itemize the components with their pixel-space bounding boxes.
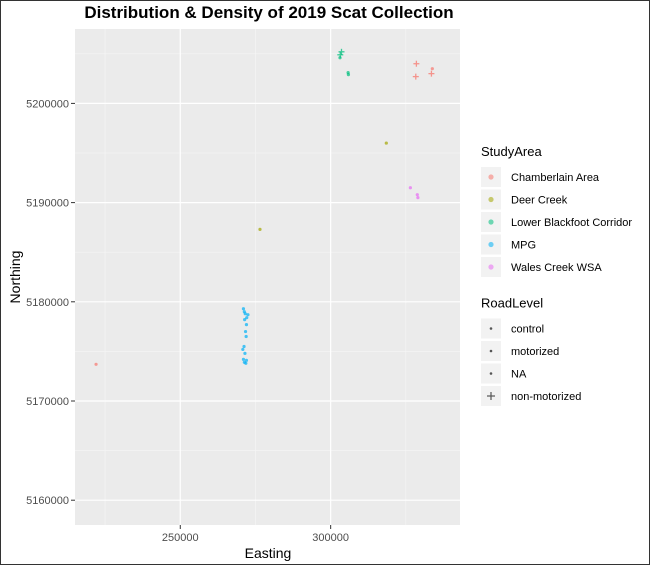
legend-label: Deer Creek bbox=[511, 195, 568, 207]
legend-swatch bbox=[488, 264, 494, 270]
legend-dot bbox=[489, 372, 493, 375]
chart-title: Distribution & Density of 2019 Scat Coll… bbox=[84, 3, 453, 22]
legend-label: Wales Creek WSA bbox=[511, 262, 602, 274]
data-point bbox=[246, 313, 250, 317]
legend-label: NA bbox=[511, 369, 527, 381]
data-point bbox=[241, 347, 245, 352]
legend-title: StudyArea bbox=[481, 144, 542, 159]
data-point bbox=[244, 358, 249, 362]
data-point bbox=[416, 196, 420, 200]
legend-label: control bbox=[511, 324, 544, 336]
legend-label: non-motorized bbox=[511, 391, 581, 403]
data-point bbox=[338, 56, 342, 60]
data-point bbox=[241, 357, 246, 361]
data-point bbox=[244, 323, 249, 327]
y-tick-label: 5160000 bbox=[26, 495, 69, 507]
data-point-plus bbox=[428, 70, 435, 77]
data-point-plus bbox=[412, 73, 419, 80]
legend-dot bbox=[489, 349, 493, 353]
data-point bbox=[346, 73, 351, 77]
legend-title: RoadLevel bbox=[481, 296, 543, 311]
data-point bbox=[243, 312, 247, 316]
x-tick-label: 300000 bbox=[312, 532, 349, 544]
data-point bbox=[94, 362, 98, 366]
data-point bbox=[241, 307, 246, 311]
data-point bbox=[258, 227, 262, 231]
legend-label: Chamberlain Area bbox=[511, 172, 600, 184]
data-point bbox=[243, 329, 248, 334]
data-point bbox=[243, 351, 247, 355]
legend-swatch bbox=[488, 196, 494, 203]
x-tick-label: 250000 bbox=[162, 532, 199, 544]
y-tick-label: 5200000 bbox=[26, 98, 69, 110]
data-point-plus bbox=[338, 48, 345, 55]
data-point bbox=[415, 193, 419, 197]
legend-label: MPG bbox=[511, 240, 536, 252]
data-points bbox=[94, 48, 435, 366]
x-axis-label: Easting bbox=[245, 545, 292, 561]
data-point bbox=[245, 316, 249, 320]
legend-label: Lower Blackfoot Corridor bbox=[511, 217, 632, 229]
data-point bbox=[244, 334, 248, 339]
legend-swatch bbox=[488, 241, 494, 248]
plot-panel bbox=[75, 29, 460, 525]
axes: 5160000 5170000 5180000 5190000 5200000 25000… bbox=[26, 98, 349, 544]
data-point bbox=[384, 141, 388, 145]
legend-label: motorized bbox=[511, 346, 559, 358]
data-point bbox=[243, 318, 247, 322]
panel-background bbox=[75, 29, 460, 525]
data-point-plus bbox=[413, 60, 420, 67]
data-point bbox=[242, 344, 246, 349]
y-tick-label: 5180000 bbox=[26, 297, 69, 309]
data-point bbox=[430, 67, 434, 71]
data-point bbox=[244, 361, 248, 365]
y-tick-label: 5190000 bbox=[26, 198, 69, 210]
legend: StudyArea Chamberlain Area Deer Creek Lower… bbox=[481, 144, 632, 406]
y-tick-label: 5170000 bbox=[26, 396, 69, 408]
data-point bbox=[408, 186, 412, 190]
legend-swatch bbox=[488, 174, 494, 180]
y-axis-label: Northing bbox=[7, 251, 23, 304]
legend-dot bbox=[489, 327, 493, 330]
legend-swatch bbox=[488, 219, 494, 225]
